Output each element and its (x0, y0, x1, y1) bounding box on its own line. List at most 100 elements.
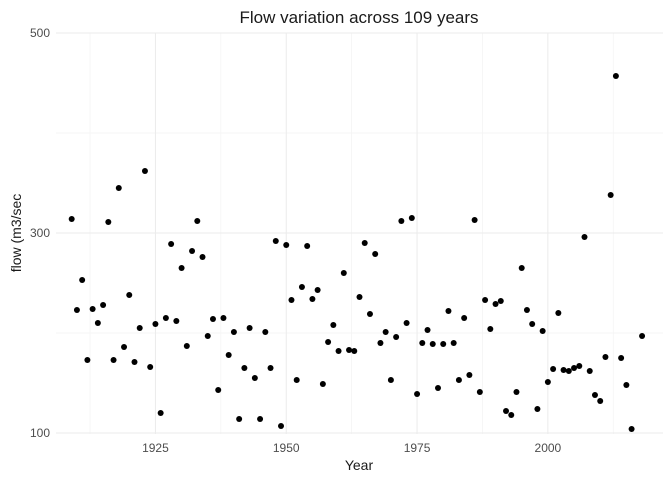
data-point (419, 340, 426, 346)
data-point (262, 329, 269, 335)
x-axis-title: Year (345, 457, 374, 473)
data-point (571, 365, 578, 371)
data-point (73, 307, 80, 313)
data-point (555, 310, 562, 316)
data-point (434, 385, 441, 391)
y-tick-label: 300 (30, 226, 50, 240)
data-point (204, 333, 211, 339)
y-tick-label: 500 (30, 26, 50, 40)
data-point (330, 322, 337, 328)
data-point (110, 357, 117, 363)
data-point (335, 348, 342, 354)
data-point (414, 391, 421, 397)
data-point (251, 375, 258, 381)
data-point (121, 344, 128, 350)
data-point (278, 423, 285, 429)
data-point (523, 307, 530, 313)
data-point (225, 352, 232, 358)
x-tick-labels: 1925 1950 1975 2000 (142, 441, 561, 455)
data-point (105, 219, 112, 225)
data-point (183, 343, 190, 349)
data-point (591, 392, 598, 398)
data-point (168, 241, 175, 247)
data-point (581, 234, 588, 240)
data-point (560, 367, 567, 373)
y-tick-label: 100 (30, 426, 50, 440)
data-point (544, 379, 551, 385)
data-point (314, 287, 321, 293)
data-point (445, 308, 452, 314)
data-point (141, 168, 148, 174)
data-point (220, 315, 227, 321)
data-point (377, 340, 384, 346)
data-point (309, 296, 316, 302)
data-point (236, 416, 243, 422)
data-point (241, 365, 248, 371)
data-point (403, 320, 410, 326)
data-point (471, 217, 478, 223)
data-point (100, 302, 107, 308)
data-point (319, 381, 326, 387)
data-point (639, 333, 646, 339)
data-point (518, 265, 525, 271)
data-point (487, 326, 494, 332)
y-tick-labels: 100 300 500 (30, 26, 50, 440)
data-point (199, 254, 206, 260)
data-point (550, 366, 557, 372)
data-point (398, 218, 405, 224)
data-point (597, 398, 604, 404)
data-point (429, 341, 436, 347)
major-y-grid (56, 32, 663, 434)
data-point (272, 238, 279, 244)
data-point (361, 240, 368, 246)
data-point (325, 339, 332, 345)
data-point (372, 251, 379, 257)
data-point (529, 321, 536, 327)
data-point (466, 372, 473, 378)
data-point (126, 292, 133, 298)
data-point (267, 365, 274, 371)
data-point (157, 410, 164, 416)
data-point (147, 364, 154, 370)
data-point (534, 406, 541, 412)
y-axis-title: flow (m3/sec (8, 194, 24, 273)
data-points (68, 73, 646, 432)
data-point (136, 325, 143, 331)
data-point (628, 426, 635, 432)
data-point (497, 298, 504, 304)
data-point (450, 340, 457, 346)
data-point (586, 368, 593, 374)
data-point (288, 297, 295, 303)
data-point (492, 301, 499, 307)
x-tick-label: 1975 (404, 441, 431, 455)
data-point (513, 389, 520, 395)
data-point (366, 311, 373, 317)
data-point (607, 192, 614, 198)
data-point (68, 216, 75, 222)
data-point (89, 306, 96, 312)
data-point (356, 294, 363, 300)
data-point (482, 297, 489, 303)
data-point (440, 341, 447, 347)
data-point (346, 347, 353, 353)
data-point (230, 329, 237, 335)
data-point (476, 389, 483, 395)
data-point (189, 248, 196, 254)
data-point (283, 242, 290, 248)
data-point (351, 348, 358, 354)
data-point (173, 318, 180, 324)
data-point (115, 185, 122, 191)
data-point (178, 265, 185, 271)
data-point (257, 416, 264, 422)
data-point (455, 377, 462, 383)
data-point (387, 377, 394, 383)
data-point (298, 284, 305, 290)
data-point (539, 328, 546, 334)
data-point (618, 355, 625, 361)
data-point (246, 325, 253, 331)
data-point (461, 315, 468, 321)
data-point (293, 377, 300, 383)
data-point (209, 316, 216, 322)
data-point (602, 354, 609, 360)
